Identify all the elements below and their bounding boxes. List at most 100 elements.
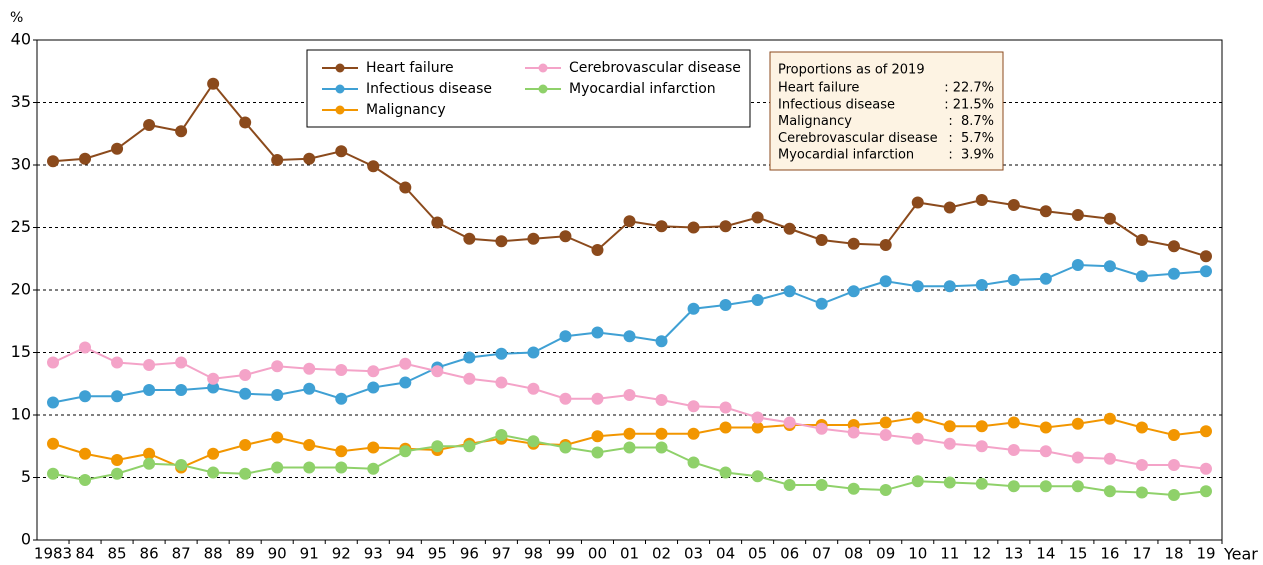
x-tick-label: 88 bbox=[204, 545, 223, 563]
x-tick-label: 15 bbox=[1068, 545, 1087, 563]
data-point bbox=[527, 232, 540, 245]
data-point bbox=[1103, 485, 1116, 498]
annotation-value: : 5.7% bbox=[948, 131, 994, 146]
data-point bbox=[943, 280, 956, 293]
data-point bbox=[623, 330, 636, 343]
data-point bbox=[79, 152, 92, 165]
data-point bbox=[79, 390, 92, 403]
data-point bbox=[207, 77, 220, 90]
data-point bbox=[591, 430, 604, 443]
data-point bbox=[591, 392, 604, 405]
data-point bbox=[1071, 451, 1084, 464]
data-point bbox=[815, 422, 828, 435]
data-point bbox=[1199, 462, 1212, 475]
data-point bbox=[719, 421, 732, 434]
data-point bbox=[1103, 452, 1116, 465]
legend-marker bbox=[538, 84, 548, 94]
data-point bbox=[111, 142, 124, 155]
data-point bbox=[1199, 250, 1212, 263]
data-point bbox=[815, 479, 828, 491]
data-point bbox=[463, 232, 476, 245]
x-tick-label: 19 bbox=[1196, 545, 1215, 563]
annotation-label: Infectious disease bbox=[778, 97, 895, 112]
data-point bbox=[559, 392, 572, 405]
data-point bbox=[847, 285, 860, 298]
data-point bbox=[527, 435, 540, 448]
plot-frame bbox=[36, 39, 1223, 541]
x-tick-label: 86 bbox=[140, 545, 159, 563]
data-point bbox=[111, 454, 124, 466]
data-point bbox=[239, 369, 252, 381]
legend-marker bbox=[335, 84, 345, 94]
data-point bbox=[559, 441, 572, 454]
data-point bbox=[719, 466, 732, 479]
data-point bbox=[751, 411, 764, 424]
data-point bbox=[655, 427, 668, 440]
data-point bbox=[687, 400, 700, 413]
data-point bbox=[751, 421, 764, 434]
x-tick-label: 11 bbox=[940, 545, 959, 563]
data-point bbox=[47, 467, 60, 480]
x-tick-label: 85 bbox=[108, 545, 127, 563]
data-point bbox=[143, 384, 156, 396]
legend-label: Malignancy bbox=[366, 102, 446, 118]
data-point bbox=[687, 427, 700, 440]
y-tick-label: 25 bbox=[11, 217, 31, 236]
data-point bbox=[335, 461, 348, 474]
data-point bbox=[463, 351, 476, 364]
x-tick-label: 09 bbox=[876, 545, 895, 563]
data-point bbox=[367, 381, 380, 394]
data-point bbox=[431, 440, 444, 453]
data-point bbox=[463, 440, 476, 453]
x-tick-label: 02 bbox=[652, 545, 671, 563]
annotation-label: Cerebrovascular disease bbox=[778, 131, 938, 146]
data-point bbox=[239, 116, 252, 129]
x-tick-label: 07 bbox=[812, 545, 831, 563]
data-point bbox=[239, 387, 252, 400]
y-tick-label: 20 bbox=[11, 280, 31, 299]
annotation-label: Malignancy bbox=[778, 114, 852, 129]
data-point bbox=[303, 382, 316, 395]
data-point bbox=[1103, 412, 1116, 425]
legend-label: Heart failure bbox=[366, 60, 454, 76]
data-point bbox=[1007, 444, 1020, 456]
legend-label: Myocardial infarction bbox=[569, 81, 716, 97]
data-point bbox=[1135, 459, 1148, 471]
annotation-value: : 8.7% bbox=[948, 114, 994, 129]
data-point bbox=[431, 365, 444, 378]
data-point bbox=[751, 470, 764, 483]
data-point bbox=[943, 420, 956, 433]
data-point bbox=[783, 285, 796, 298]
data-point bbox=[975, 194, 988, 206]
annotation-title: Proportions as of 2019 bbox=[778, 63, 925, 78]
data-point bbox=[207, 447, 220, 460]
x-tick-label: 03 bbox=[684, 545, 703, 563]
data-point bbox=[239, 467, 252, 480]
data-point bbox=[111, 467, 124, 480]
annotation-value: : 22.7% bbox=[944, 81, 994, 96]
data-point bbox=[207, 372, 220, 385]
data-point bbox=[1071, 259, 1084, 271]
data-point bbox=[847, 482, 860, 495]
legend-marker bbox=[538, 63, 548, 73]
data-point bbox=[303, 439, 316, 451]
data-point bbox=[1167, 429, 1180, 441]
data-point bbox=[79, 474, 92, 486]
x-tick-label: 90 bbox=[268, 545, 287, 563]
data-point bbox=[751, 211, 764, 224]
data-point bbox=[591, 446, 604, 459]
data-point bbox=[399, 376, 412, 389]
data-point bbox=[207, 381, 220, 394]
data-point bbox=[143, 119, 156, 131]
x-tick-label: 13 bbox=[1004, 545, 1023, 563]
data-point bbox=[1071, 480, 1084, 493]
data-point bbox=[1167, 459, 1180, 471]
data-point bbox=[303, 461, 316, 474]
data-point bbox=[79, 341, 92, 354]
data-point bbox=[335, 392, 348, 405]
y-tick-label: 5 bbox=[21, 467, 31, 486]
x-tick-label: 10 bbox=[908, 545, 927, 563]
x-tick-label: 95 bbox=[428, 545, 447, 563]
x-tick-label: 08 bbox=[844, 545, 863, 563]
data-point bbox=[815, 234, 828, 246]
